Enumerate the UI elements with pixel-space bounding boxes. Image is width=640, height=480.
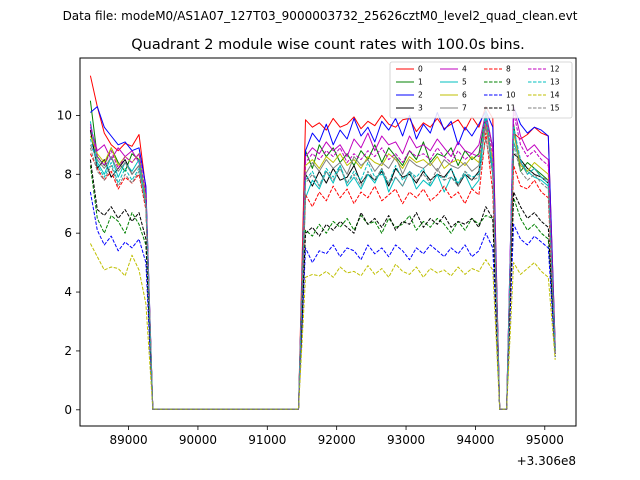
legend-label-15: 15 xyxy=(550,104,560,113)
legend-label-4: 4 xyxy=(462,65,467,74)
legend-label-13: 13 xyxy=(550,78,560,87)
figure-suptitle: Data file: modeM0/AS1A07_127T03_90000037… xyxy=(63,9,578,23)
x-tick-label: 95000 xyxy=(526,433,564,447)
series-layer xyxy=(89,75,556,410)
legend-label-2: 2 xyxy=(418,91,423,100)
series-line-2 xyxy=(90,106,556,410)
axis-layer: 89000 90000 91000 92000 93000 94000 95000 0 2 4 6 8… xyxy=(57,108,564,447)
x-tick-label: 89000 xyxy=(109,433,147,447)
x-tick-label: 94000 xyxy=(456,433,494,447)
legend-label-8: 8 xyxy=(506,65,511,74)
series-line-4 xyxy=(89,106,556,410)
series-line-15 xyxy=(89,138,556,410)
y-tick-label: 6 xyxy=(64,226,72,240)
x-offset-label: +3.306e8 xyxy=(517,454,576,468)
legend-box xyxy=(389,61,573,119)
x-tick-label: 91000 xyxy=(248,433,286,447)
x-tick-label: 93000 xyxy=(387,433,425,447)
y-tick-label: 2 xyxy=(64,344,72,358)
x-tick-label: 90000 xyxy=(179,433,217,447)
series-line-10 xyxy=(89,191,556,410)
legend-label-0: 0 xyxy=(418,65,423,74)
y-tick-label: 8 xyxy=(64,167,72,181)
y-tick-label: 4 xyxy=(64,285,72,299)
legend-label-9: 9 xyxy=(506,78,511,87)
x-tick-label: 92000 xyxy=(318,433,356,447)
y-tick-label: 10 xyxy=(57,108,72,122)
legend-label-7: 7 xyxy=(462,104,467,113)
y-tick-label: 0 xyxy=(64,403,72,417)
legend-label-1: 1 xyxy=(418,78,423,87)
legend-label-14: 14 xyxy=(550,91,560,100)
legend-label-6: 6 xyxy=(462,91,467,100)
series-line-6 xyxy=(89,123,556,410)
legend-label-3: 3 xyxy=(418,104,423,113)
series-line-9 xyxy=(89,165,556,410)
chart-title: Quadrant 2 module wise count rates with … xyxy=(131,37,525,53)
legend-label-11: 11 xyxy=(506,104,516,113)
legend-label-5: 5 xyxy=(462,78,467,87)
legend-label-12: 12 xyxy=(550,65,560,74)
series-line-13 xyxy=(89,109,556,410)
series-line-7 xyxy=(89,126,556,410)
series-line-14 xyxy=(89,243,556,410)
legend-label-10: 10 xyxy=(506,91,516,100)
series-line-8 xyxy=(89,132,556,410)
plot-frame xyxy=(79,57,577,427)
